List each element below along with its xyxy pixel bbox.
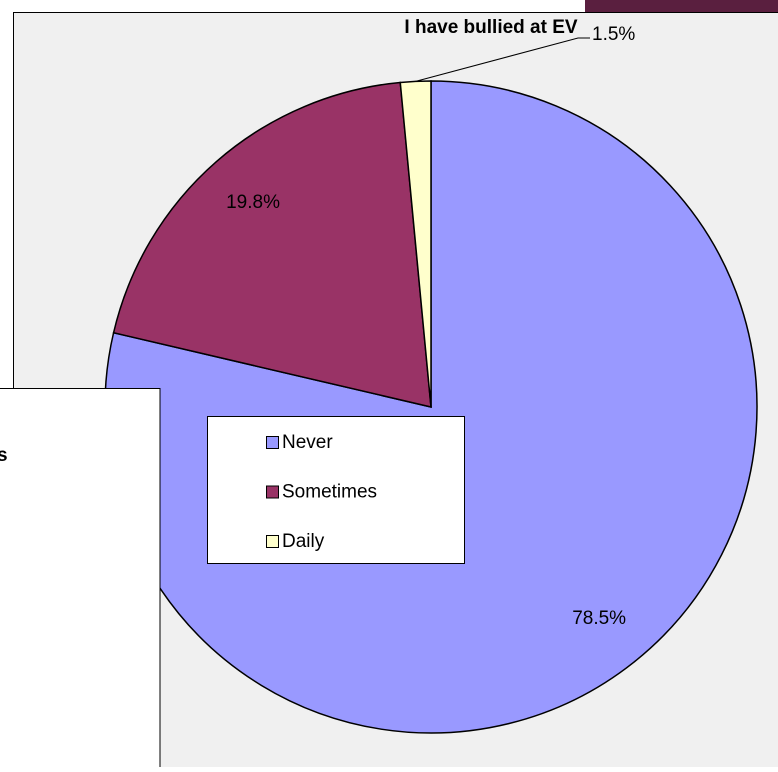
legend-swatch (267, 437, 279, 449)
header-strip (585, 0, 778, 14)
data-label: 78.5% (572, 608, 626, 629)
overlay-panel (0, 389, 160, 768)
data-label: 1.5% (592, 24, 635, 45)
legend-label: Never (282, 432, 333, 453)
legend-swatch (267, 536, 279, 548)
partial-label: s (0, 445, 8, 466)
legend-label: Daily (282, 531, 325, 552)
pie (105, 81, 757, 733)
legend-label: Sometimes (282, 482, 377, 503)
chart-title: I have bullied at EV (404, 17, 577, 38)
data-label: 19.8% (226, 192, 280, 213)
legend-swatch (267, 486, 279, 498)
